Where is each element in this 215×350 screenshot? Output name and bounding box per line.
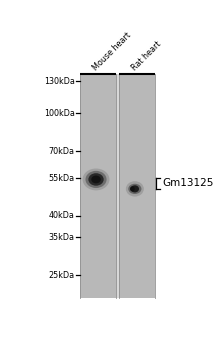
- Bar: [80, 74, 116, 298]
- Text: 35kDa: 35kDa: [49, 233, 75, 242]
- Ellipse shape: [86, 171, 107, 188]
- Text: 40kDa: 40kDa: [49, 211, 75, 220]
- Text: 25kDa: 25kDa: [49, 271, 75, 280]
- Ellipse shape: [88, 173, 104, 186]
- Text: 130kDa: 130kDa: [44, 77, 75, 86]
- Text: 100kDa: 100kDa: [44, 109, 75, 118]
- Bar: [80, 74, 155, 298]
- Ellipse shape: [83, 168, 109, 190]
- Ellipse shape: [128, 184, 141, 194]
- Ellipse shape: [130, 186, 135, 191]
- Text: Gm13125: Gm13125: [163, 178, 214, 188]
- Text: Mouse heart: Mouse heart: [91, 30, 133, 72]
- Text: 70kDa: 70kDa: [49, 147, 75, 156]
- Ellipse shape: [126, 181, 144, 197]
- Bar: [119, 74, 155, 298]
- Ellipse shape: [131, 185, 139, 192]
- Text: 55kDa: 55kDa: [49, 174, 75, 183]
- Ellipse shape: [91, 176, 101, 183]
- Text: Rat heart: Rat heart: [130, 39, 163, 72]
